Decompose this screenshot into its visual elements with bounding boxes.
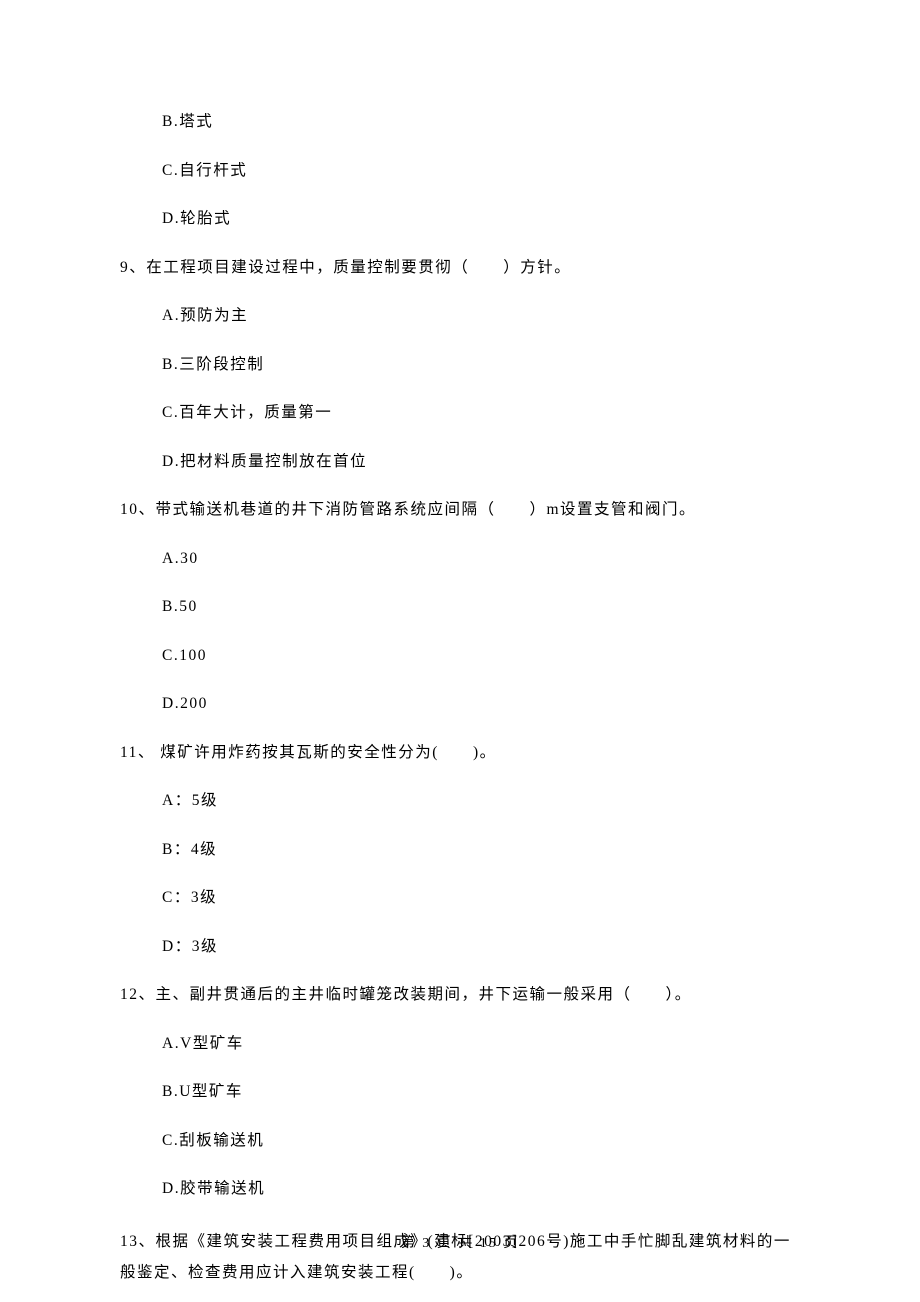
option-item: A.V型矿车 [120, 1032, 800, 1056]
option-item: D.把材料质量控制放在首位 [120, 450, 800, 474]
option-item: B.三阶段控制 [120, 353, 800, 377]
option-item: D.轮胎式 [120, 207, 800, 231]
page-footer: 第 3 页 共 15 页 [0, 1232, 920, 1252]
option-item: C：3级 [120, 886, 800, 910]
question-9: 9、在工程项目建设过程中，质量控制要贯彻（ ）方针。 [120, 256, 800, 280]
option-item: A.预防为主 [120, 304, 800, 328]
option-item: C.百年大计，质量第一 [120, 401, 800, 425]
option-item: C.自行杆式 [120, 159, 800, 183]
option-item: A：5级 [120, 789, 800, 813]
option-item: B.U型矿车 [120, 1080, 800, 1104]
option-item: A.30 [120, 547, 800, 571]
option-item: B.50 [120, 595, 800, 619]
option-item: B.塔式 [120, 110, 800, 134]
question-10: 10、带式输送机巷道的井下消防管路系统应间隔（ ）m设置支管和阀门。 [120, 498, 800, 522]
option-item: D.200 [120, 692, 800, 716]
question-11: 11、 煤矿许用炸药按其瓦斯的安全性分为( )。 [120, 741, 800, 765]
option-item: B：4级 [120, 838, 800, 862]
question-12: 12、主、副井贯通后的主井临时罐笼改装期间，井下运输一般采用（ ）。 [120, 983, 800, 1007]
document-content: B.塔式 C.自行杆式 D.轮胎式 9、在工程项目建设过程中，质量控制要贯彻（ … [120, 110, 800, 1288]
option-item: D：3级 [120, 935, 800, 959]
option-item: D.胶带输送机 [120, 1177, 800, 1201]
option-item: C.刮板输送机 [120, 1129, 800, 1153]
option-item: C.100 [120, 644, 800, 668]
